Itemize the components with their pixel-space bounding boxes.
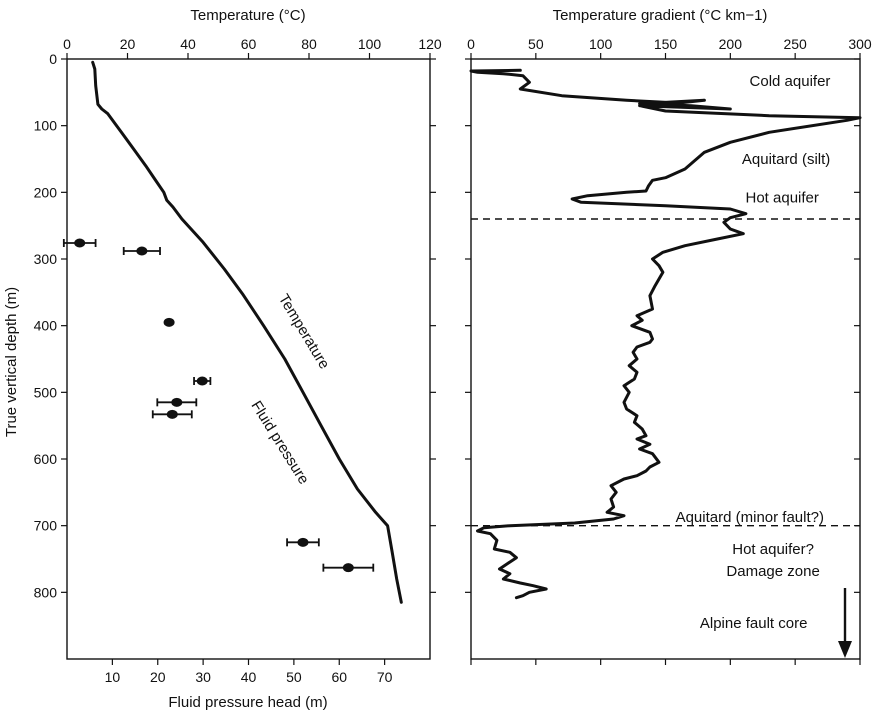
zone-annotation: Alpine fault core [700,615,808,632]
top-tick-label: 80 [301,36,317,52]
y-tick-label: 200 [34,184,58,200]
gradient-tick-label: 0 [467,36,475,52]
bottom-tick-label: 40 [241,669,257,685]
left-y-axis-ticks: 0 100 200 300 400 500 600 700 800 [34,51,436,600]
y-axis-label: True vertical depth (m) [3,287,20,437]
fluid-pressure-point [151,409,193,419]
left-plot-frame [66,58,431,660]
left-bottom-axis-label: Fluid pressure head (m) [168,694,327,711]
gradient-tick-label: 250 [783,36,807,52]
pressure-marker [166,409,178,419]
right-top-axis-label: Temperature gradient (°C km−1) [553,7,768,24]
gradient-tick-label: 100 [589,36,613,52]
bottom-tick-label: 50 [286,669,302,685]
top-tick-label: 120 [418,36,442,52]
fluid-pressure-point [62,238,97,248]
fluid-pressure-points [62,238,375,573]
left-bottom-axis-ticks: 10 20 30 40 50 60 70 [105,659,393,685]
pressure-marker [342,563,354,573]
pressure-marker [196,376,208,386]
bottom-tick-label: 20 [150,669,166,685]
reference-lines [471,218,860,527]
left-top-axis-ticks: 0 20 40 60 80 100 120 [63,36,442,59]
top-tick-label: 20 [120,36,136,52]
zone-annotation: Aquitard (silt) [742,151,830,168]
bottom-tick-label: 30 [195,669,211,685]
left-top-axis-label: Temperature (°C) [190,7,305,24]
pressure-marker [74,238,86,248]
y-tick-label: 500 [34,384,58,400]
down-arrow-icon [838,588,852,658]
right-top-axis-ticks: 0 50 100 150 200 250 300 [467,36,872,665]
top-tick-label: 60 [241,36,257,52]
y-tick-label: 700 [34,518,58,534]
y-tick-label: 400 [34,318,58,334]
right-panel: 0 50 100 150 200 250 300 Temperature gradient … [465,7,872,665]
bottom-tick-label: 10 [105,669,121,685]
gradient-tick-label: 150 [654,36,678,52]
gradient-tick-label: 200 [719,36,743,52]
y-tick-label: 300 [34,251,58,267]
top-tick-label: 0 [63,36,71,52]
pressure-marker [171,397,183,407]
temperature-curve [91,60,403,604]
gradient-tick-label: 50 [528,36,544,52]
right-y-axis-ticks [465,58,860,593]
zone-annotation: Cold aquifer [750,73,831,90]
bottom-tick-label: 70 [377,669,393,685]
zone-annotation: Aquitard (minor fault?) [676,509,824,526]
pressure-marker [163,317,175,327]
y-tick-label: 100 [34,118,58,134]
left-panel: 0 20 40 60 80 100 120 10 20 30 40 50 60 70 0 100 200 30… [3,7,442,711]
zone-annotation: Damage zone [726,563,819,580]
right-annotations: Cold aquifer Aquitard (silt) Hot aquifer Aq… [676,73,831,632]
fluid-pressure-point [322,563,375,573]
fluid-pressure-annotation: Fluid pressure [247,398,312,488]
pressure-marker [297,537,309,547]
pressure-marker [136,246,148,256]
zone-annotation: Hot aquifer? [732,541,814,558]
top-tick-label: 40 [180,36,196,52]
y-tick-label: 800 [34,584,58,600]
temperature-annotation: Temperature [275,291,333,372]
y-tick-label: 600 [34,451,58,467]
zone-annotation: Hot aquifer [746,190,819,207]
fluid-pressure-point [163,317,175,327]
gradient-tick-label: 300 [848,36,872,52]
fluid-pressure-point [122,246,161,256]
temperature-gradient-curve [469,68,862,600]
fluid-pressure-point [286,537,320,547]
fluid-pressure-point [193,376,212,386]
bottom-tick-label: 60 [331,669,347,685]
top-tick-label: 100 [358,36,382,52]
fluid-pressure-point [156,397,198,407]
y-tick-label: 0 [49,51,57,67]
